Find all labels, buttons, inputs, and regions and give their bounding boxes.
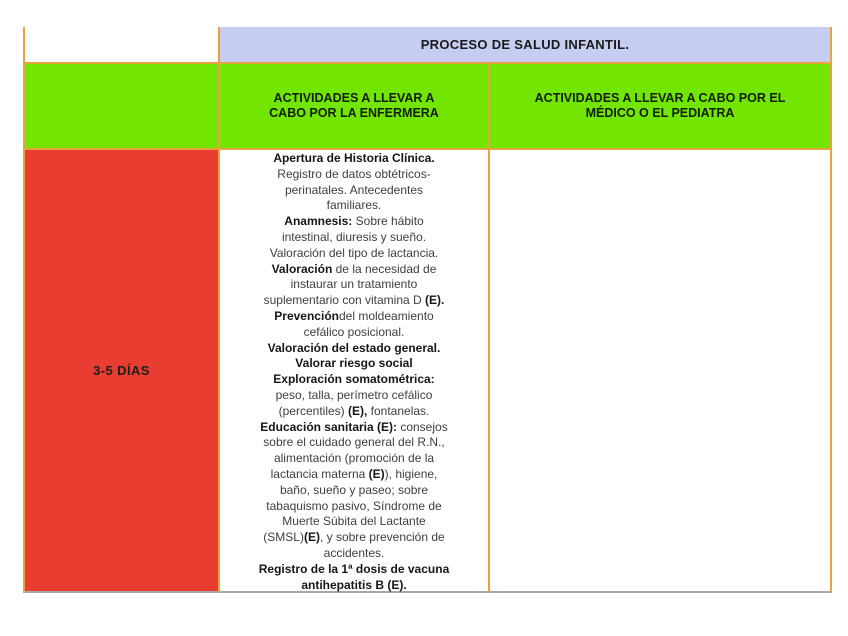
text-line: lactancia materna (E)), higiene, [270,466,438,481]
text-line: alimentación (promoción de la [273,451,435,466]
text-line: Valorar riesgo social [295,356,413,371]
text-line: antihepatitis B (E). [301,577,407,592]
text-line: suplementario con vitamina D (E). [263,293,445,308]
text-line: Registro de datos obtétricos- [277,166,431,181]
text-line: familiares. [326,198,382,213]
text-line: (SMSL)(E), y sobre prevención de [263,530,445,545]
process-title: PROCESO DE SALUD INFANTIL. [420,37,630,52]
text-line: (percentiles) (E), fontanelas. [278,403,430,418]
text-line: intestinal, diuresis y sueño. [281,229,427,244]
child-health-schedule-table: PROCESO DE SALUD INFANTIL. ACTIVIDADES A… [23,27,832,593]
text-line: Educación sanitaria (E): consejos [260,419,448,434]
nurse-column-header-cell: ACTIVIDADES A LLEVAR A CABO POR LA ENFER… [220,64,490,150]
doctor-column-header-cell: ACTIVIDADES A LLEVAR A CABO POR EL MÉDIC… [490,64,832,150]
text-line: tabaquismo pasivo, Síndrome de [266,498,442,513]
text-line: Prevencióndel moldeamiento [274,308,434,323]
text-line: Valoración del estado general. [267,340,441,355]
text-line: Registro de la 1ª dosis de vacuna [258,561,450,576]
nurse-activities-text: Apertura de Historia Clínica. Registro de… [222,151,486,593]
age-column-header-cell [25,64,220,150]
age-row-label: 3-5 DÍAS [93,363,150,378]
text-line: Valoración del tipo de lactancia. [269,245,439,260]
text-line: Apertura de Historia Clínica. [273,151,435,165]
text-line: cefálico posicional. [303,324,405,339]
text-line: instaurar un tratamiento [290,277,418,292]
nurse-activities-cell: Apertura de Historia Clínica. Registro de… [220,150,490,593]
corner-empty-cell [25,27,220,64]
text-line: peso, talla, perímetro cefálico [275,387,433,402]
nurse-column-header: ACTIVIDADES A LLEVAR A CABO POR LA ENFER… [269,91,439,120]
text-line: Exploración somatométrica: [273,372,435,387]
doctor-column-header: ACTIVIDADES A LLEVAR A CABO POR EL MÉDIC… [534,91,786,120]
text-line: accidentes. [323,545,385,560]
text-line: baño, sueño y paseo; sobre [279,482,429,497]
text-line: sobre el cuidado general del R.N., [263,435,445,450]
process-title-cell: PROCESO DE SALUD INFANTIL. [220,27,832,64]
text-line: Anamnesis: Sobre hábito [284,214,424,229]
text-line: perinatales. Antecedentes [284,182,424,197]
text-line: Muerte Súbita del Lactante [282,514,426,529]
text-line: Valoración de la necesidad de [271,261,437,276]
age-row-label-cell: 3-5 DÍAS [25,150,220,593]
doctor-activities-cell [490,150,832,593]
